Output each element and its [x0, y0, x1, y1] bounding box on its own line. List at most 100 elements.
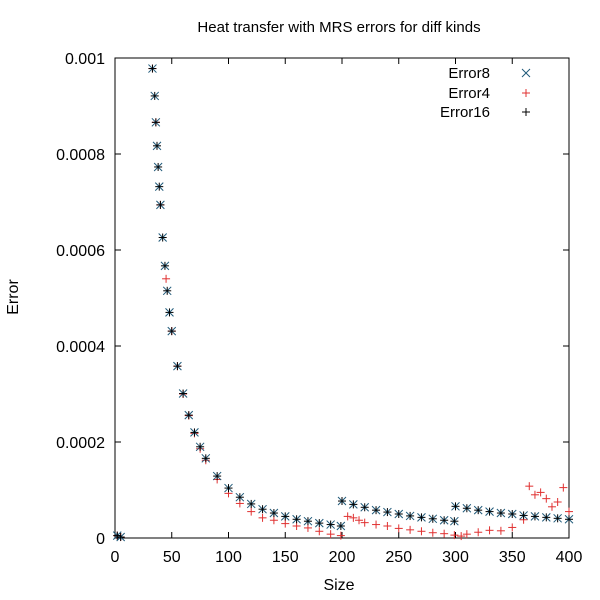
data-point — [462, 504, 471, 513]
data-point — [269, 516, 278, 525]
data-point — [406, 511, 415, 520]
data-point — [154, 162, 163, 171]
x-tick-label: 100 — [215, 549, 242, 566]
data-point — [190, 428, 199, 437]
legend-symbol — [521, 68, 531, 78]
data-point — [336, 522, 345, 530]
chart-title: Heat transfer with MRS errors for diff k… — [197, 19, 480, 36]
data-point — [116, 533, 125, 542]
data-points — [112, 64, 574, 542]
data-point — [406, 525, 415, 534]
y-tick-label: 0.0004 — [56, 339, 105, 356]
data-point — [269, 509, 278, 518]
data-point — [152, 141, 161, 150]
data-point — [247, 507, 256, 516]
data-point — [508, 523, 517, 532]
data-point — [417, 527, 426, 536]
data-point — [184, 411, 193, 420]
series-error8 — [112, 64, 574, 542]
data-point — [372, 520, 381, 529]
data-point — [440, 516, 449, 525]
data-point — [326, 520, 335, 529]
data-point — [156, 200, 165, 209]
x-tick-label: 50 — [163, 549, 181, 566]
data-point — [360, 518, 369, 527]
legend-symbol — [522, 89, 530, 97]
data-point — [525, 482, 534, 491]
legend-symbol — [522, 108, 530, 116]
y-tick-label: 0.0008 — [56, 147, 105, 164]
x-tick-label: 350 — [499, 549, 526, 566]
legend-label-error16: Error16 — [440, 104, 490, 121]
data-point — [383, 508, 392, 517]
y-axis: 0 0.0002 0.0004 0.0006 0.0008 0.001 — [56, 51, 569, 548]
data-point — [235, 493, 244, 502]
data-point — [553, 514, 562, 523]
legend-marker-error16 — [522, 108, 530, 116]
data-point — [457, 532, 466, 541]
data-point — [394, 524, 403, 533]
data-point — [565, 515, 573, 524]
data-point — [213, 472, 222, 481]
y-tick-label: 0 — [96, 531, 105, 548]
data-point — [167, 327, 176, 336]
y-tick-label: 0.0006 — [56, 243, 105, 260]
y-tick-label: 0.0002 — [56, 435, 105, 452]
data-point — [173, 362, 182, 371]
data-point — [530, 490, 539, 499]
data-point — [530, 512, 539, 521]
data-point — [417, 513, 426, 522]
data-point — [326, 530, 335, 539]
data-point — [462, 530, 471, 539]
data-point — [485, 526, 494, 535]
data-point — [303, 523, 312, 532]
data-point — [292, 522, 301, 530]
data-point — [508, 510, 517, 518]
legend-marker-error4 — [522, 89, 530, 97]
data-point — [394, 510, 403, 518]
data-point — [338, 497, 346, 506]
data-point — [224, 484, 233, 493]
data-point — [155, 182, 164, 191]
data-point — [519, 511, 528, 520]
data-point — [428, 528, 437, 537]
legend-label-error4: Error4 — [448, 85, 490, 102]
data-point — [292, 515, 301, 524]
legend: Error8 Error4 Error16 — [440, 65, 531, 121]
x-tick-label: 150 — [272, 549, 299, 566]
data-point — [247, 499, 256, 508]
legend-marker-error8 — [521, 68, 531, 78]
series-error4 — [113, 64, 573, 542]
data-point — [258, 513, 267, 522]
data-point — [553, 498, 562, 506]
data-point — [150, 91, 159, 100]
x-tick-label: 300 — [442, 549, 469, 566]
data-point — [196, 442, 205, 451]
data-point — [151, 118, 160, 127]
data-point — [559, 483, 568, 492]
data-point — [428, 514, 437, 523]
data-point — [349, 500, 358, 509]
data-point — [474, 528, 483, 537]
data-point — [451, 502, 460, 511]
legend-label-error8: Error8 — [448, 65, 490, 82]
data-point — [450, 531, 459, 540]
data-point — [343, 512, 352, 521]
data-point — [113, 531, 122, 540]
data-point — [165, 308, 174, 317]
data-point — [355, 516, 364, 525]
y-tick-label: 0.001 — [65, 51, 105, 68]
y-axis-label: Error — [5, 279, 22, 315]
x-axis: 0 50 100 150 200 250 300 350 400 — [111, 58, 582, 566]
data-point — [162, 274, 171, 283]
data-point — [281, 519, 290, 528]
data-point — [158, 233, 167, 242]
x-axis-label: Size — [323, 577, 354, 594]
data-point — [160, 261, 169, 270]
x-tick-label: 250 — [385, 549, 412, 566]
x-tick-label: 0 — [111, 549, 120, 566]
data-point — [536, 488, 545, 497]
series-error16 — [113, 64, 573, 542]
data-point — [336, 531, 345, 540]
